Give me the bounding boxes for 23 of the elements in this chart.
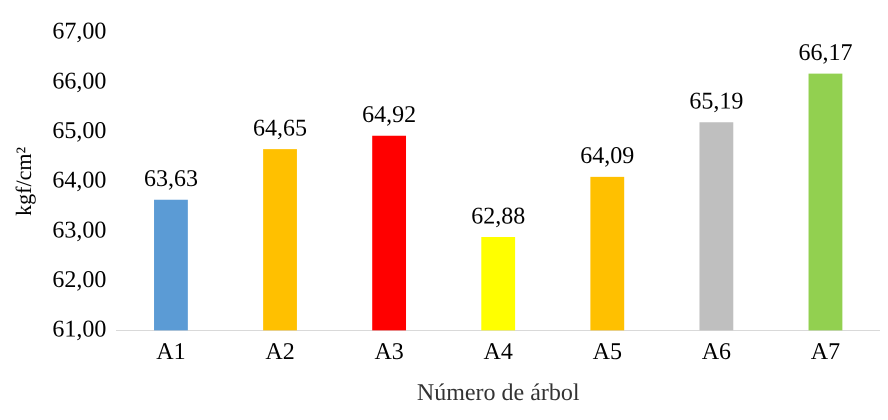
x-tick-label: A6 <box>702 339 732 366</box>
x-tick-label: A2 <box>265 339 295 366</box>
data-label: 65,19 <box>689 88 744 115</box>
y-tick-label: 63,00 <box>52 217 106 244</box>
data-label: 62,88 <box>471 203 526 230</box>
x-axis-title: Número de árbol <box>416 380 580 406</box>
y-axis-title: kgf/cm² <box>10 146 36 216</box>
y-tick-label: 62,00 <box>52 267 106 294</box>
x-tick-label: A5 <box>592 339 622 366</box>
y-tick-label: 61,00 <box>52 316 106 343</box>
x-tick-label: A7 <box>810 339 840 366</box>
x-tick-label: A3 <box>374 339 404 366</box>
y-tick-label: 65,00 <box>52 118 106 144</box>
data-label: 64,09 <box>580 143 634 170</box>
data-label: 64,92 <box>362 102 416 128</box>
y-tick-label: 66,00 <box>52 68 106 94</box>
y-tick-label: 64,00 <box>52 168 106 194</box>
data-label: 63,63 <box>144 166 198 192</box>
x-tick-label: A4 <box>484 339 513 366</box>
data-label: 64,65 <box>253 115 308 142</box>
data-label: 66,17 <box>798 40 852 66</box>
x-tick-label: A1 <box>156 339 186 366</box>
y-tick-label: 67,00 <box>52 18 106 45</box>
